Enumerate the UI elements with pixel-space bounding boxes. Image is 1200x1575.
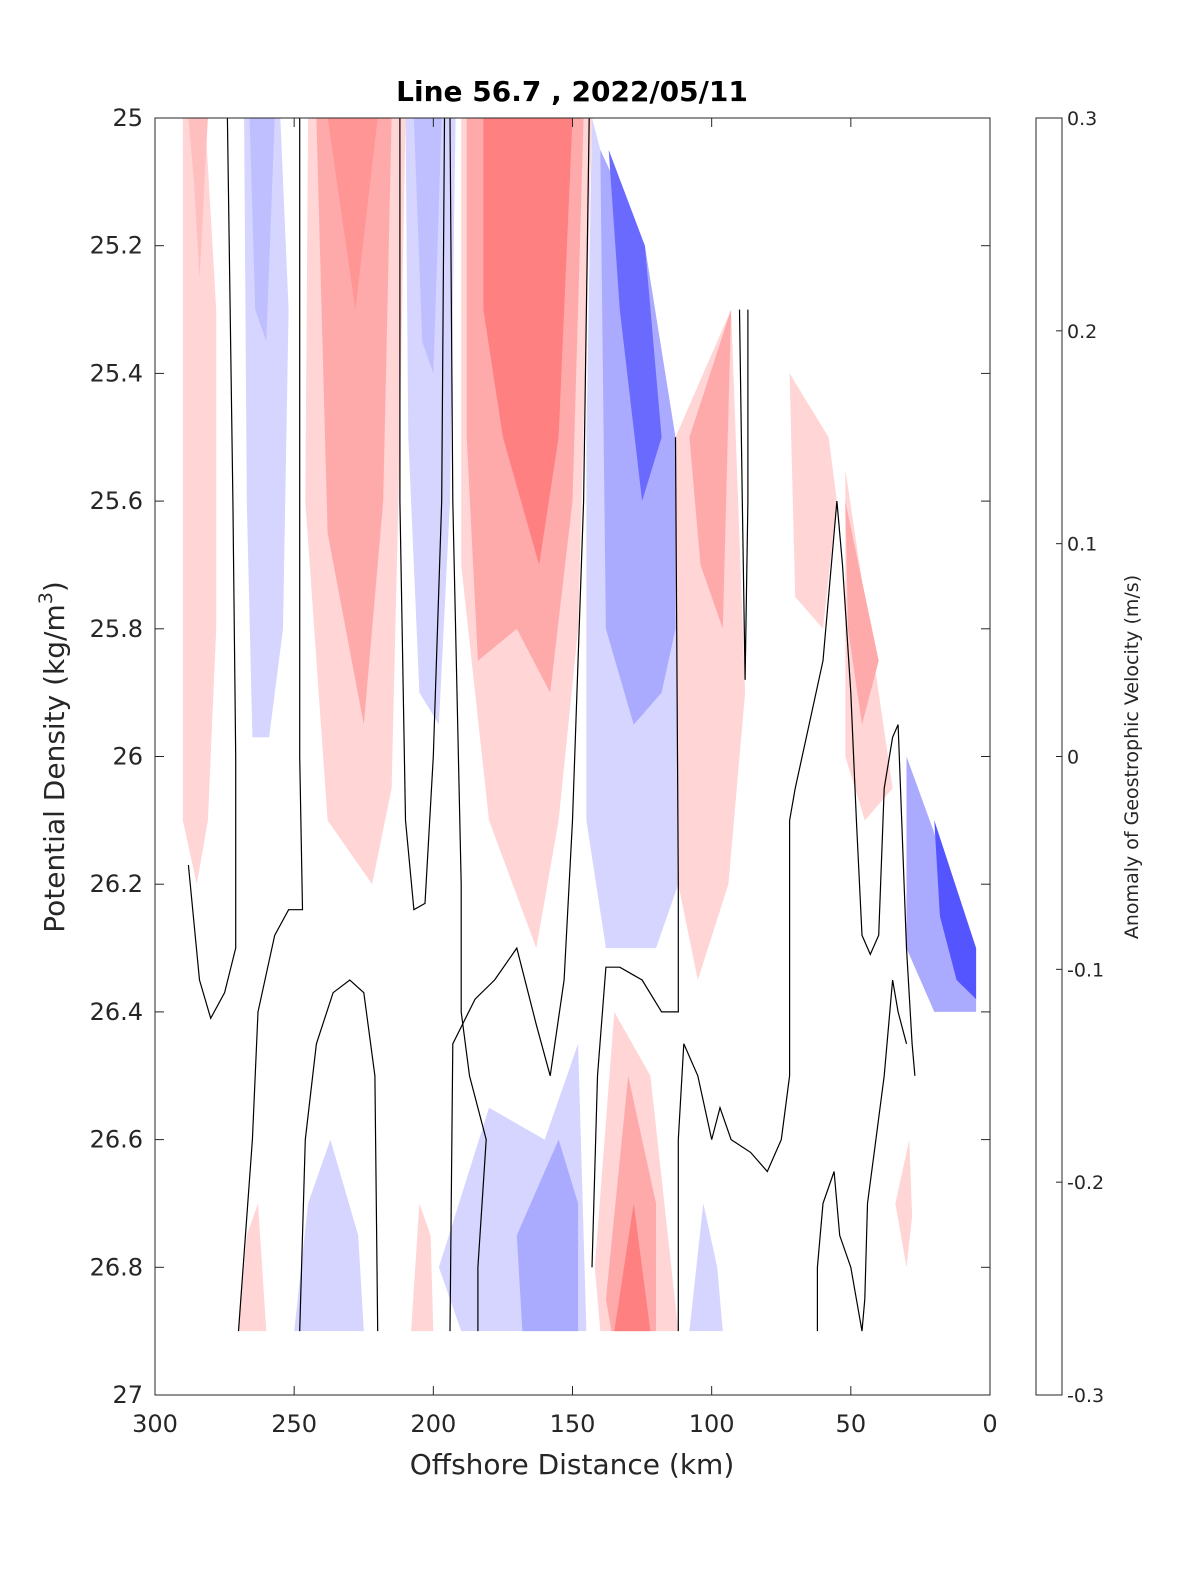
region-pos-230-mid	[316, 118, 392, 725]
zero-contour-zc-4	[449, 118, 487, 1332]
y-tick-label: 26.2	[90, 870, 143, 898]
region-neg-15-core	[934, 820, 977, 1000]
region-pos-230-core	[327, 118, 378, 310]
zero-contour-zc-7	[299, 979, 379, 1332]
zero-contour-zc-5	[449, 118, 590, 1332]
y-tick-label: 27	[112, 1381, 143, 1409]
y-tick-label: 25.8	[90, 615, 143, 643]
zero-contour-zc-1	[187, 118, 237, 1020]
y-tick-label: 25.4	[90, 359, 143, 387]
region-pos-70	[789, 373, 837, 629]
y-tick-label: 25	[112, 104, 143, 132]
region-neg-100-deep	[689, 1203, 723, 1332]
region-pos-130-deep-mid	[605, 1075, 656, 1332]
colorbar-tick-label: 0.1	[1067, 534, 1097, 556]
y-axis-label: Potential Density (kg/m3)	[35, 581, 71, 933]
zero-contour-zc-8	[677, 501, 916, 1332]
colorbar-tick-label: 0	[1067, 747, 1079, 769]
y-tick-label: 26.6	[90, 1126, 143, 1154]
zero-contour-lines	[187, 118, 916, 1332]
x-tick-label: 150	[550, 1410, 596, 1438]
y-axis-label-close: )	[38, 581, 71, 592]
region-pos-290-core	[188, 118, 208, 278]
x-tick-label: 50	[836, 1410, 867, 1438]
y-tick-label: 25.2	[90, 232, 143, 260]
region-pos-130-deep-core	[614, 1203, 651, 1332]
x-tick-label: 100	[689, 1410, 735, 1438]
region-pos-290	[182, 118, 217, 885]
zero-contour-zc-6	[591, 437, 679, 1268]
region-pos-265-deep	[238, 1203, 267, 1332]
y-axis: 25 25.2 25.4 25.6 25.8 26 26.2 26.4 26.6 26.8 27	[90, 104, 990, 1409]
chart-title: Line 56.7 , 2022/05/11	[396, 75, 748, 108]
x-axis: 300 250 200 150 100 50 0	[132, 118, 998, 1438]
region-pos-205-deep	[411, 1203, 434, 1332]
y-tick-label: 25.6	[90, 487, 143, 515]
y-tick-label: 26.4	[90, 998, 143, 1026]
y-axis-label-main: Potential Density (kg/m	[38, 604, 71, 933]
region-neg-130-core	[608, 149, 662, 502]
zero-contour-zc-2	[237, 118, 304, 1332]
x-tick-label: 200	[410, 1410, 456, 1438]
colorbar-tick-label: -0.2	[1067, 1172, 1104, 1194]
region-pos-100-core	[689, 309, 732, 629]
zero-contour-zc-9	[738, 309, 749, 680]
colorbar-tick-label: 0.3	[1067, 108, 1097, 130]
region-pos-165-core	[483, 118, 573, 565]
x-tick-label: 0	[982, 1410, 997, 1438]
region-pos-40-core	[845, 501, 879, 725]
velocity-contour-fill	[182, 118, 977, 1332]
colorbar-tick-label: -0.3	[1067, 1385, 1104, 1407]
region-neg-235-deep	[294, 1139, 364, 1332]
x-tick-label: 250	[271, 1410, 317, 1438]
zero-contour-zc-3	[399, 118, 446, 911]
region-neg-160-deep	[516, 1139, 579, 1332]
x-tick-label: 300	[132, 1410, 178, 1438]
colorbar: 0.3 0.2 0.1 0 -0.1 -0.2 -0.3	[1035, 108, 1104, 1407]
zero-contour-zc-10	[816, 979, 908, 1332]
y-axis-label-sup: 3	[35, 592, 57, 604]
y-tick-label: 26	[112, 743, 143, 771]
y-tick-label: 26.8	[90, 1253, 143, 1281]
region-neg-265-core	[249, 118, 275, 342]
colorbar-label: Anomaly of Geostrophic Velocity (m/s)	[1121, 575, 1143, 939]
colorbar-tick-label: -0.1	[1067, 959, 1104, 981]
region-pos-30-deep	[895, 1139, 913, 1268]
region-neg-200-core	[413, 118, 442, 374]
x-axis-label: Offshore Distance (km)	[410, 1448, 735, 1481]
colorbar-tick-label: 0.2	[1067, 321, 1097, 343]
